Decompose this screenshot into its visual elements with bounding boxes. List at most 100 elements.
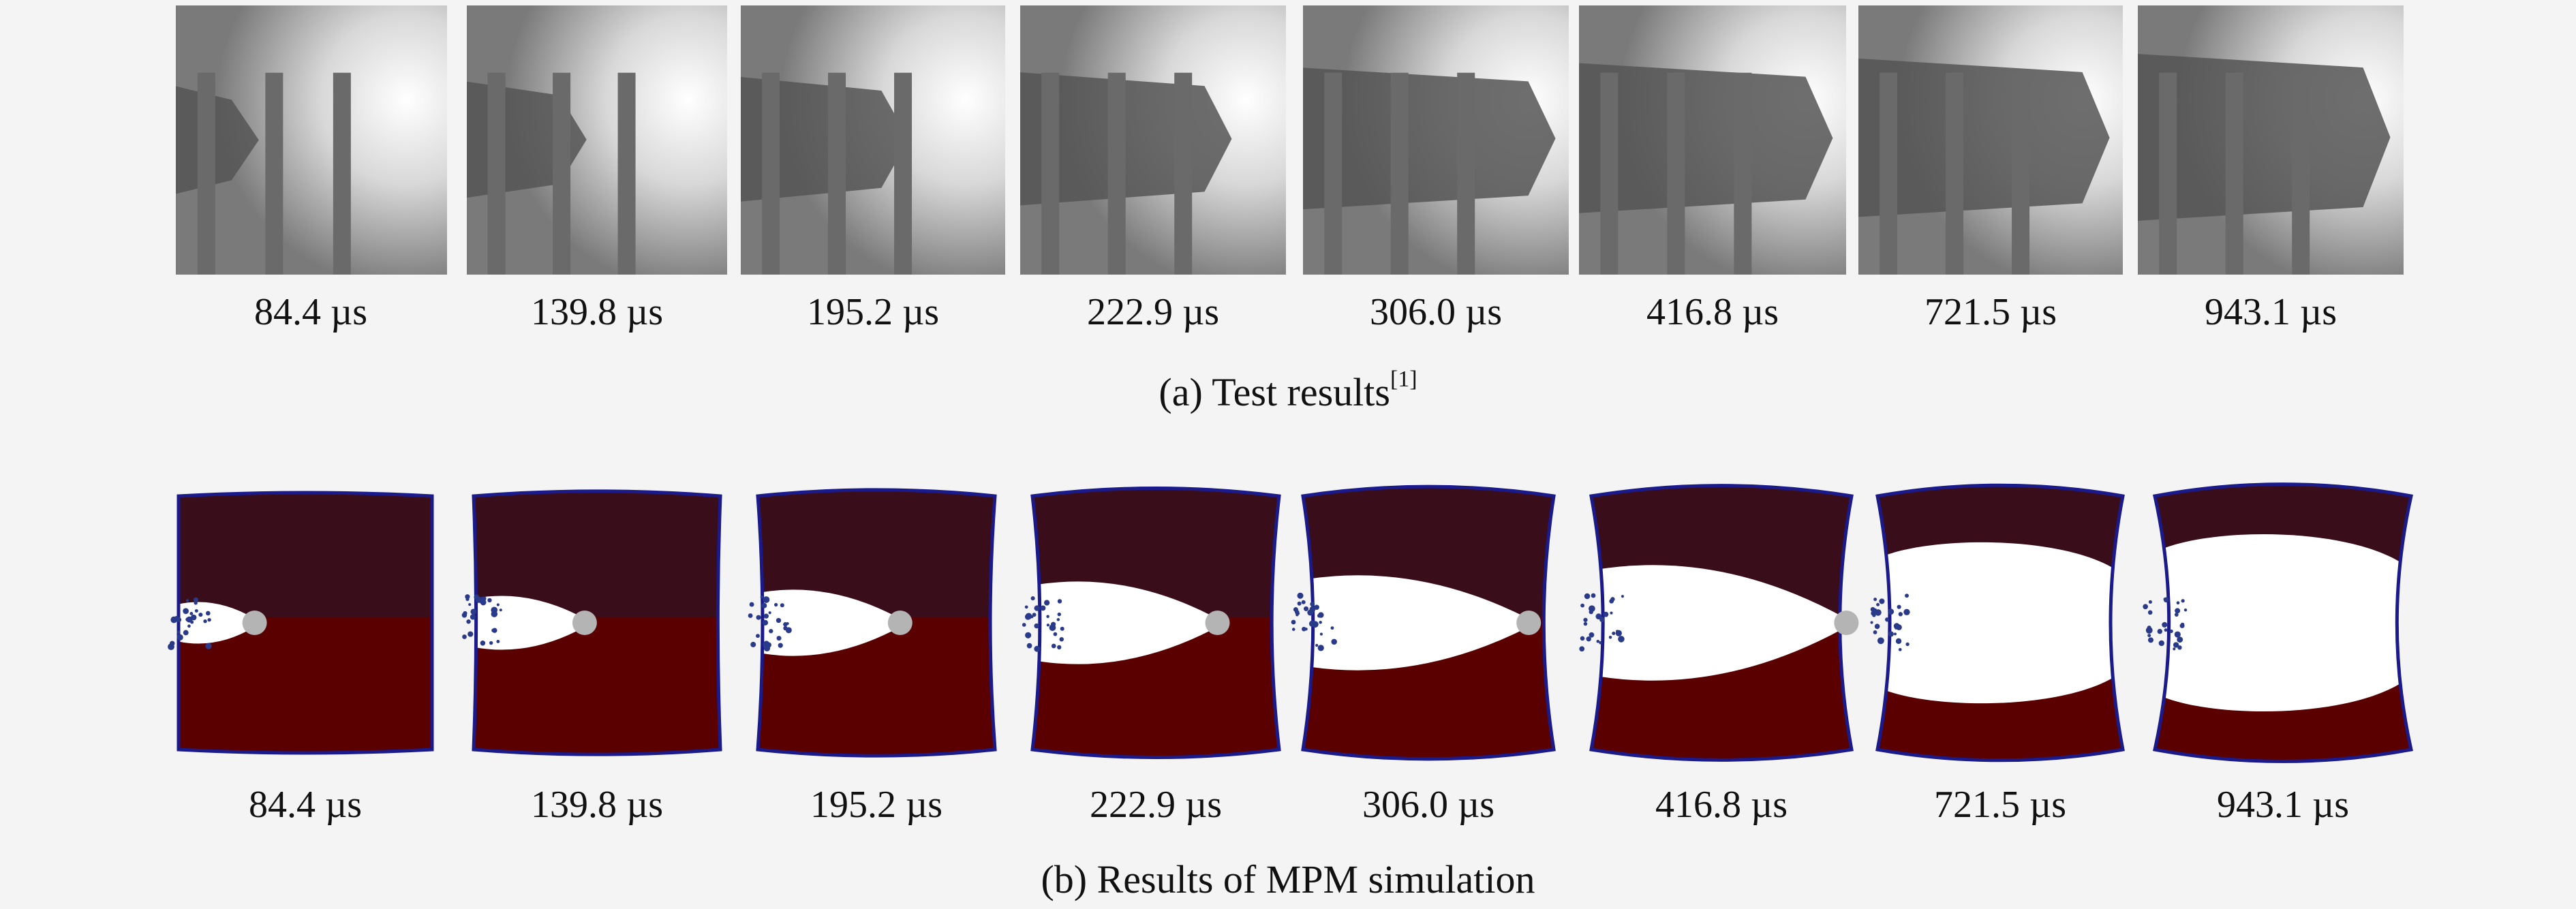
time-label: 195.2 µs [806,291,940,333]
debris-particle [1872,608,1877,613]
debris-particle [468,603,472,606]
debris-particle [1034,645,1041,652]
test-photo-frame [741,5,1005,275]
debris-particle [1898,647,1902,651]
debris-particle [187,624,191,628]
projectile [1205,611,1230,635]
debris-particle [1319,632,1323,636]
debris-particle [1060,626,1064,631]
debris-particle [786,630,791,634]
debris-particle [1888,631,1894,637]
test-photo-frame [1303,5,1569,275]
support-post [894,72,913,275]
support-post [487,72,506,275]
debris-particle [2174,631,2181,638]
mpm-frame [1291,484,1556,761]
debris-particle [177,630,181,634]
support-post [2012,72,2030,275]
debris-particle [786,622,789,626]
debris-particle [2148,637,2154,643]
debris-particle [1315,644,1319,647]
test-photo-frame [1020,5,1286,275]
debris-particle [185,617,189,621]
debris-particle [2177,636,2183,643]
debris-particle [194,601,198,605]
debris-particle [2157,628,2163,634]
debris-particle [1580,603,1584,608]
debris-particle [1599,641,1602,645]
debris-particle [1309,606,1316,613]
mpm-frame [748,488,997,758]
debris-particle [2143,604,2149,610]
projectile [887,611,913,635]
mpm-frame [1579,484,1859,762]
caption-mpm-simulation: (b) Results of MPM simulation [1041,860,1535,899]
debris-particle [1308,620,1316,627]
debris-particle [194,608,198,613]
test-photo-frame [467,5,727,275]
debris-particle [756,615,761,620]
debris-particle [1317,645,1324,651]
debris-particle [1301,600,1306,604]
debris-particle [2147,634,2151,638]
debris-particle [205,611,211,616]
debris-particle [1584,593,1591,600]
debris-particle [480,641,486,646]
support-post [2159,72,2177,275]
debris-particle [467,631,474,637]
debris-particle [749,602,754,607]
mpm-frame [2143,482,2414,763]
frame-border [472,489,722,756]
debris-particle [170,644,174,648]
time-label: 306.0 µs [1369,291,1503,333]
support-post [1041,72,1060,275]
debris-particle [1895,626,1898,630]
mpm-frame [1022,486,1281,760]
time-label: 721.5 µs [1924,291,2057,333]
debris-particle [1874,623,1880,630]
tank-deformation [1303,67,1556,210]
debris-particle [1025,632,1032,638]
debris-particle [2177,645,2182,650]
support-post [828,72,846,275]
debris-particle [491,628,495,632]
tank-deformation [1579,63,1833,213]
debris-particle [1596,639,1600,643]
debris-particle [763,613,769,619]
debris-particle [1291,628,1295,631]
debris-particle [1616,630,1619,633]
debris-particle [768,611,771,615]
debris-particle [1024,605,1028,609]
debris-particle [1589,632,1595,638]
debris-particle [1051,643,1056,649]
mpm-frame [461,489,722,756]
time-label: 84.4 µs [248,784,363,826]
debris-particle [482,597,487,602]
debris-particle [1297,601,1302,606]
frame-border [1875,483,2125,762]
debris-particle [207,617,211,622]
medium-upper [179,493,432,618]
debris-particle [1040,605,1046,611]
frame-border [1589,484,1854,762]
support-post [1107,72,1126,275]
support-post [333,72,351,275]
time-label: 139.8 µs [530,784,664,826]
time-label: 222.9 µs [1089,784,1223,826]
debris-particle [1034,605,1040,611]
debris-particle [2164,628,2168,632]
debris-particle [776,617,782,623]
debris-particle [763,641,768,647]
debris-particle [1905,642,1910,647]
projectile [1516,611,1542,635]
debris-particle [1330,626,1334,630]
debris-particle [1879,598,1885,604]
projectile [242,611,267,635]
time-label: 195.2 µs [810,784,943,826]
debris-particle [487,598,492,603]
debris-particle [174,615,179,621]
debris-particle [2147,610,2153,615]
debris-particle [1051,621,1056,627]
support-post [2225,72,2243,275]
debris-particle [1583,621,1588,626]
